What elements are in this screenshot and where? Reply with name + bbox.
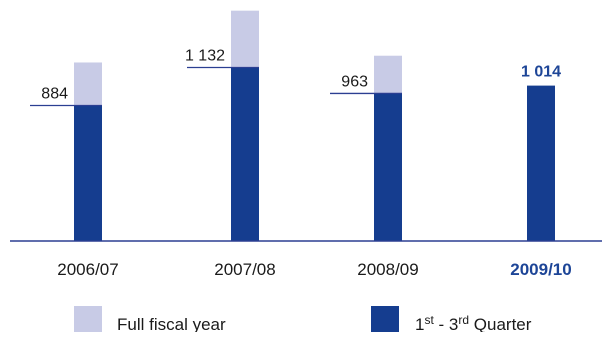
- bar-quarters-2006-07: [74, 106, 102, 241]
- data-label: 1 132: [185, 48, 225, 65]
- x-tick-label: 2009/10: [510, 260, 571, 279]
- x-tick-label: 2007/08: [214, 260, 275, 279]
- data-label: 884: [41, 86, 68, 103]
- bar-quarters-2007-08: [231, 68, 259, 241]
- legend-swatch-full-fiscal-year: [74, 306, 102, 332]
- bars-layer: [74, 11, 555, 241]
- bar-quarters-2008-09: [374, 93, 402, 241]
- x-tick-label: 2006/07: [57, 260, 118, 279]
- legend: Full fiscal year 1st - 3rd Quarter: [74, 306, 532, 332]
- legend-label-full-fiscal-year: Full fiscal year: [117, 315, 226, 332]
- legend-label-quarters: 1st - 3rd Quarter: [415, 313, 532, 332]
- bar-quarters-2009-10: [527, 86, 555, 241]
- legend-swatch-quarters: [371, 306, 399, 332]
- x-tick-label: 2008/09: [357, 260, 418, 279]
- labels-layer: 884 1 132 963 1 014: [30, 48, 561, 106]
- x-tick-labels: 2006/07 2007/08 2008/09 2009/10: [57, 260, 571, 279]
- data-label: 963: [341, 73, 368, 90]
- data-label-highlight: 1 014: [521, 64, 561, 81]
